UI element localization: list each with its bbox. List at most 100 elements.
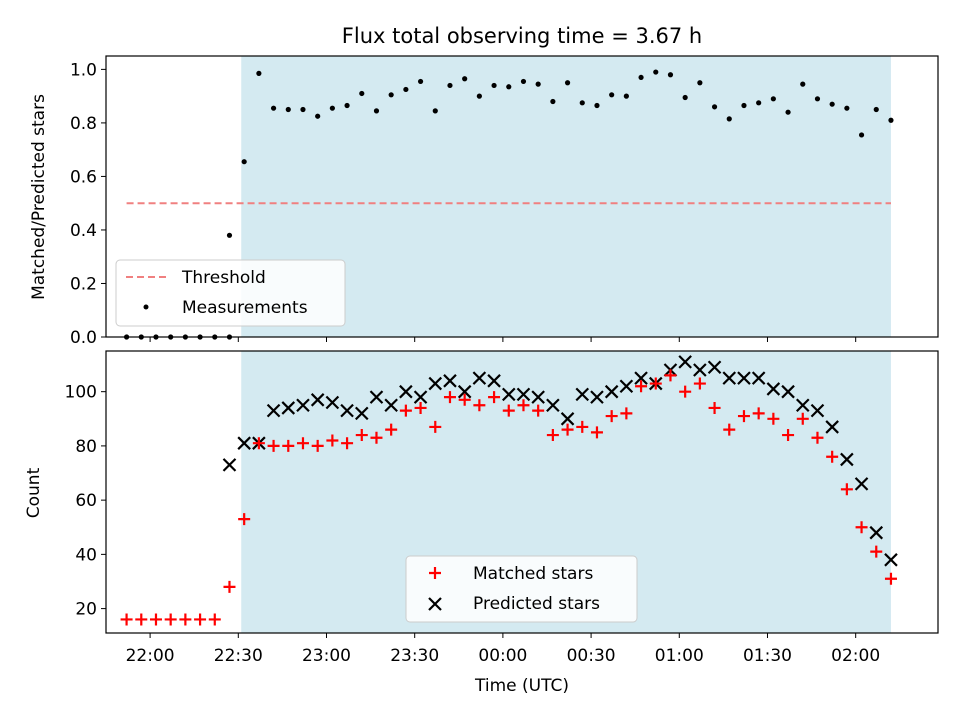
measurement-point [594,102,600,109]
bottom-panel: 20 40 60 80 100 22:00 22:30 23:00 23:30 00:00 00:… [24,350,939,696]
matched-star-marker [164,613,177,626]
measurement-point [800,81,806,87]
predicted-star-marker [222,458,237,472]
bottom-y-tick-label: 40 [75,545,97,565]
bottom-y-tick-label: 60 [75,491,97,511]
x-axis-label: Time (UTC) [474,676,569,696]
measurement-point [462,76,468,82]
measurement-point [447,82,453,89]
predicted-star-marker [854,477,869,491]
matched-star-marker [296,437,309,450]
top-panel: 0.0 0.2 0.4 0.6 0.8 1.0 Flux total observing … [29,24,939,348]
matched-star-marker [708,401,721,414]
x-tick-label: 22:00 [126,646,175,666]
measurement-point [476,93,482,99]
measurement-point [241,159,247,165]
matched-star-marker [443,391,456,404]
matched-star-marker [194,613,207,626]
measurement-point [491,82,497,89]
predicted-star-marker [531,390,545,404]
measurement-point [285,106,291,113]
matched-star-marker [458,393,471,406]
matched-star-marker [546,429,559,442]
matched-star-marker [664,369,677,382]
predicted-star-marker [737,371,751,385]
matched-star-marker [561,423,574,436]
bottom-legend-box [405,555,638,623]
matched-star-marker [238,513,251,526]
predicted-star-marker [869,525,884,540]
matched-star-marker [414,401,427,414]
x-tick-label: 23:30 [390,646,439,666]
measurement-point [829,101,835,107]
predicted-star-marker [296,398,310,413]
measurement-point [256,70,262,76]
predicted-star-marker [487,374,501,388]
top-y-tick-label: 1.0 [70,60,97,80]
predicted-star-marker [443,374,457,388]
predicted-star-marker [825,420,839,434]
predicted-star-marker [501,387,516,402]
matched-star-marker [267,439,280,452]
measurement-point [741,102,747,109]
matched-star-marker [223,580,236,593]
predicted-star-marker [472,371,487,385]
measurement-point [667,72,674,78]
measurement-point [270,105,277,111]
predicted-star-marker [781,384,795,399]
matched-star-marker [737,410,750,423]
top-y-tick-label: 0.8 [70,114,97,134]
measurement-point [785,109,791,115]
predicted-star-marker [428,376,443,391]
predicted-legend-label: Predicted stars [473,594,600,614]
measurement-point [711,104,718,110]
matched-star-marker [855,521,868,534]
matched-star-marker [693,377,706,390]
top-y-tick-label: 0.0 [70,328,97,348]
measurement-point [579,100,585,106]
top-y-tick-label: 0.6 [70,167,97,187]
measurement-point [417,78,424,85]
matched-star-marker [752,407,765,420]
predicted-star-marker [413,390,428,404]
measurements-legend-label: Measurements [182,298,308,318]
predicted-star-marker [340,403,354,418]
measurement-point [770,96,776,102]
matched-stars-points [120,369,897,626]
matched-star-marker [502,404,515,417]
matched-star-marker [884,572,897,585]
predicted-star-marker [266,403,281,418]
measurement-point [858,132,865,138]
measurements-legend-swatch [143,304,149,310]
bottom-y-axis-label: Count [24,467,44,518]
top-x-ticks [149,337,857,342]
matched-star-marker [473,399,486,412]
measurement-point [756,100,762,106]
measurement-point [359,90,365,97]
matched-star-marker [252,437,265,450]
predicted-star-marker [840,452,854,467]
measurement-point [814,96,821,102]
predicted-star-marker [575,387,590,402]
predicted-star-marker [354,406,369,421]
measurement-point [697,80,703,86]
top-legend-box [115,259,346,327]
top-y-tick-label: 0.2 [70,274,97,294]
measurement-point [388,92,394,98]
measurement-point [300,106,306,113]
measurement-point [520,78,527,85]
predicted-star-marker [325,395,340,410]
x-tick-label: 02:00 [831,646,880,666]
bottom-y-tick-label: 20 [75,600,97,620]
matched-star-marker [532,404,545,417]
measurement-point [888,117,894,123]
matched-star-marker [135,613,148,626]
matched-star-marker [179,613,192,626]
x-tick-label: 00:30 [567,646,616,666]
predicted-star-marker [884,553,898,567]
matched-star-marker [517,399,530,412]
predicted-star-marker [693,363,707,377]
matched-star-marker [385,423,398,436]
chart-title: Flux total observing time = 3.67 h [342,24,702,48]
